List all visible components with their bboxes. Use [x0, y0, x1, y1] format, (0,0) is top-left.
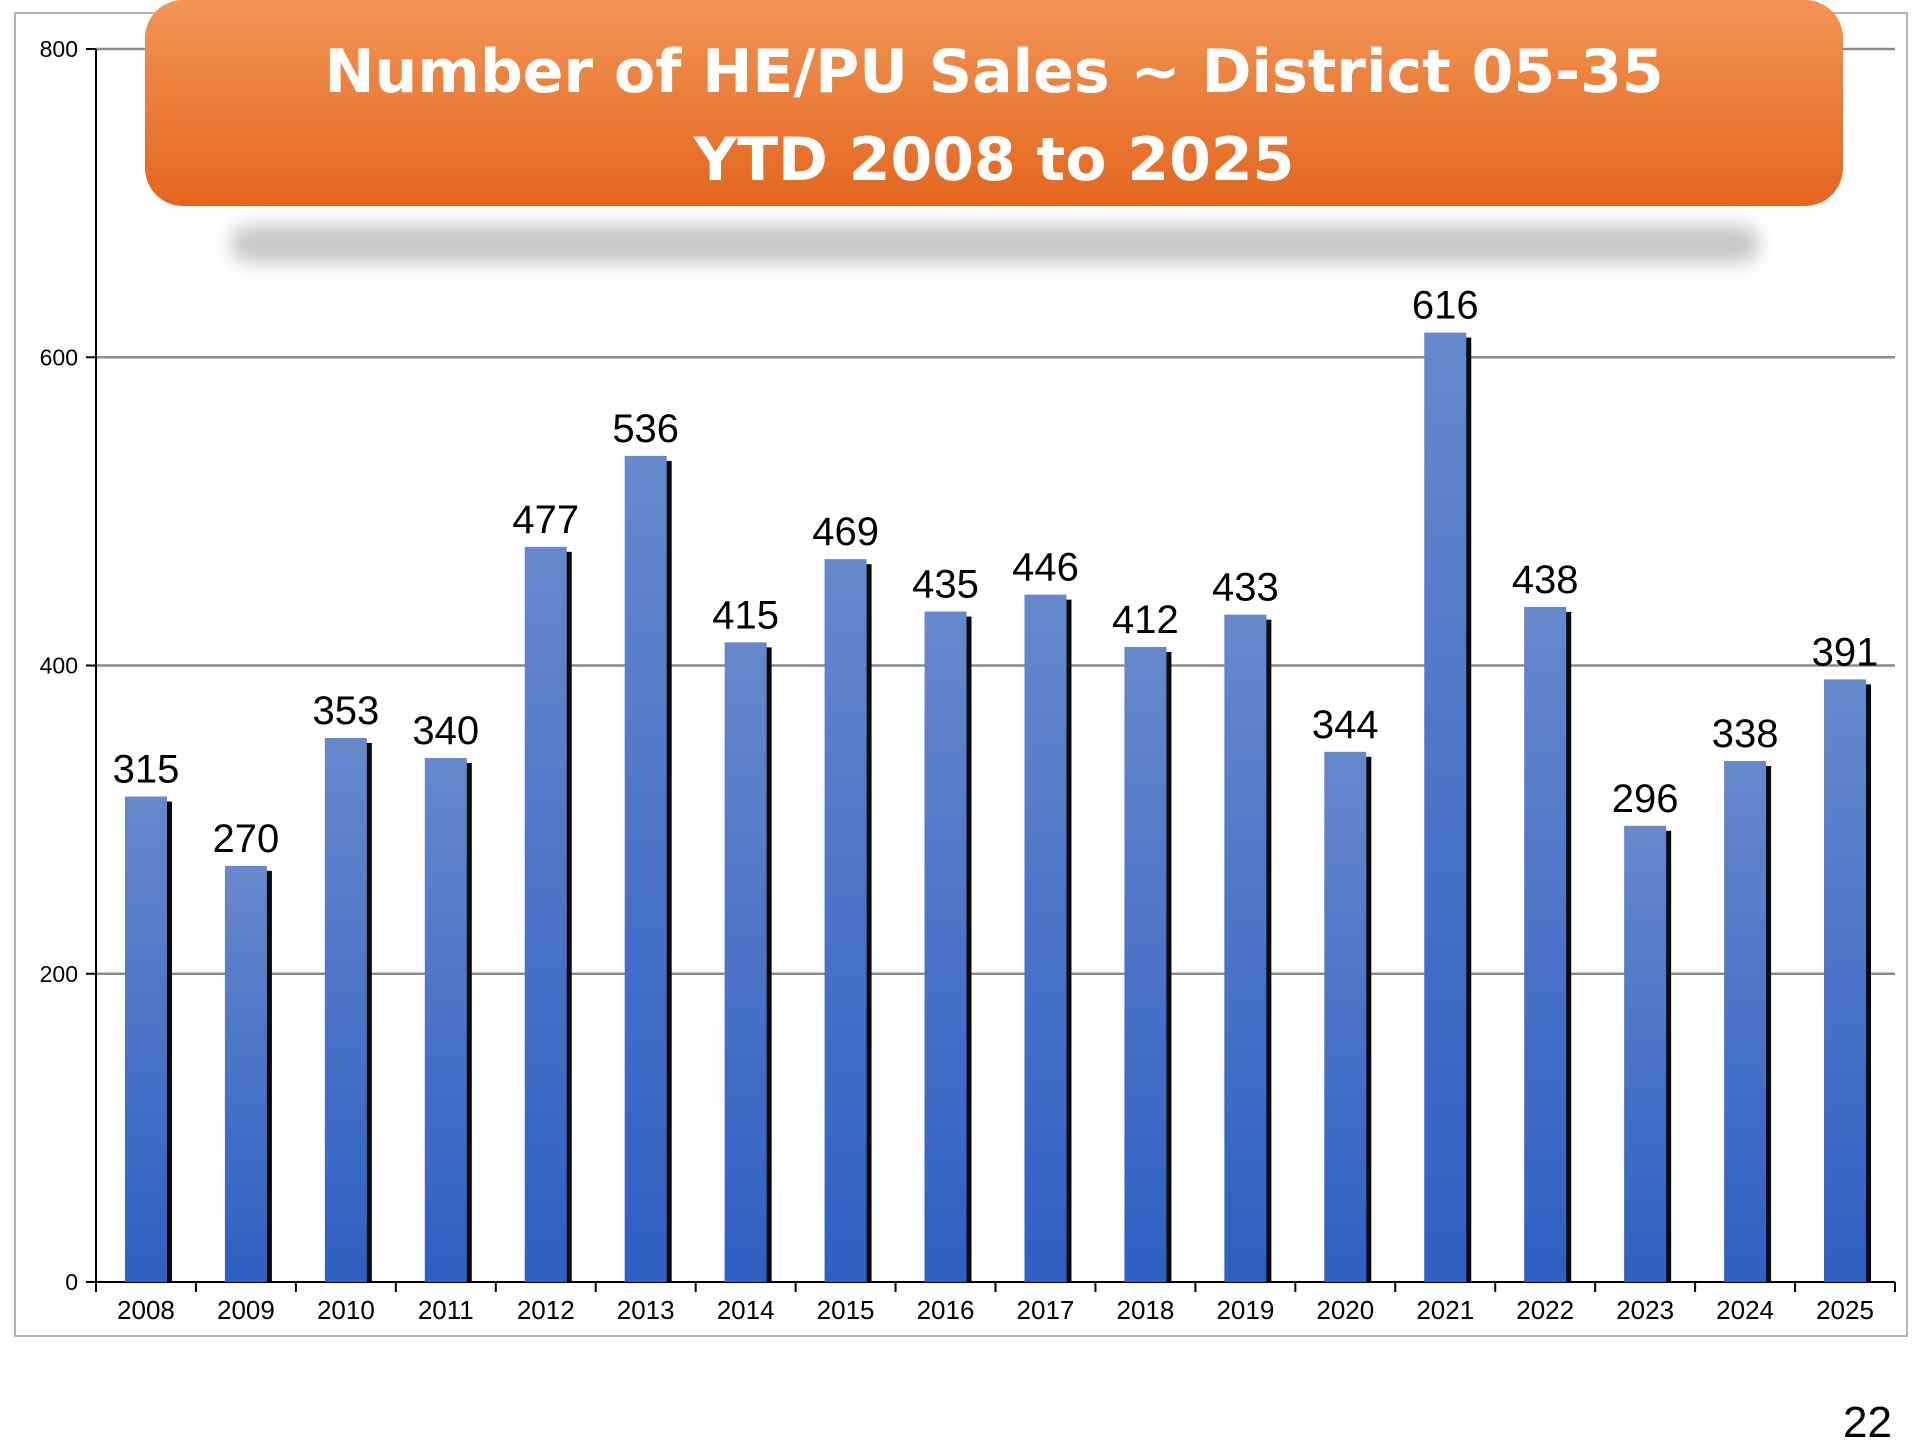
value-label-2018: 412: [1112, 598, 1179, 642]
bar-2009: [224, 865, 267, 1282]
bar-2017: [1024, 594, 1067, 1282]
x-tick-label-2018: 2018: [1116, 1295, 1174, 1325]
x-tick-label-2025: 2025: [1816, 1295, 1874, 1325]
bar-2020: [1324, 751, 1367, 1282]
y-tick-label-400: 400: [40, 653, 78, 679]
value-label-2023: 296: [1612, 777, 1679, 821]
bar-2014: [724, 642, 767, 1282]
bar-2012: [524, 546, 567, 1282]
y-tick-label-600: 600: [40, 344, 78, 370]
x-tick-label-2022: 2022: [1516, 1295, 1574, 1325]
page-number: 22: [1843, 1398, 1892, 1447]
bar-2023: [1624, 825, 1667, 1282]
x-tick-label-2013: 2013: [617, 1295, 675, 1325]
bar-2011: [424, 757, 467, 1282]
x-tick-label-2009: 2009: [217, 1295, 275, 1325]
axes: 0 200 400 600 800 2008 2009 2010 2011 2012 2013 201…: [40, 36, 1896, 1325]
value-label-2010: 353: [312, 689, 379, 733]
value-label-2011: 340: [412, 709, 479, 753]
value-labels: 315 270 353 340 477 536 415 469 435 446 412 433 344 6…: [113, 284, 1879, 861]
value-label-2017: 446: [1012, 546, 1079, 590]
x-tick-label-2019: 2019: [1216, 1295, 1274, 1325]
value-label-2020: 344: [1312, 703, 1379, 747]
bar-2024: [1724, 761, 1767, 1282]
value-label-2024: 338: [1712, 712, 1779, 756]
value-label-2022: 438: [1512, 558, 1579, 602]
value-label-2021: 616: [1412, 284, 1479, 328]
chart-title-line-2: YTD 2008 to 2025: [693, 125, 1295, 195]
x-tick-label-2014: 2014: [717, 1295, 775, 1325]
x-tick-label-2012: 2012: [517, 1295, 575, 1325]
value-label-2019: 433: [1212, 566, 1279, 610]
bar-2016: [924, 611, 967, 1282]
value-label-2008: 315: [113, 748, 180, 792]
bar-2018: [1124, 647, 1167, 1282]
title-banner: Number of HE/PU Sales ~ District 05-35 Y…: [145, 0, 1843, 263]
x-tick-label-2010: 2010: [317, 1295, 375, 1325]
x-tick-label-2011: 2011: [418, 1295, 474, 1325]
chart-title-line-1: Number of HE/PU Sales ~ District 05-35: [324, 37, 1663, 107]
x-tick-label-2020: 2020: [1316, 1295, 1374, 1325]
bar-2013: [624, 455, 667, 1282]
y-tick-label-200: 200: [40, 961, 78, 987]
x-tick-label-2015: 2015: [817, 1295, 875, 1325]
value-label-2009: 270: [213, 817, 280, 861]
bar-2010: [324, 737, 367, 1282]
x-tick-label-2017: 2017: [1017, 1295, 1075, 1325]
bars: [124, 332, 1872, 1283]
value-label-2013: 536: [612, 407, 679, 451]
title-banner-background: [145, 0, 1843, 206]
bar-2019: [1224, 614, 1267, 1282]
value-label-2014: 415: [712, 593, 779, 637]
x-tick-label-2008: 2008: [117, 1295, 175, 1325]
bar-2015: [824, 559, 867, 1282]
x-tick-label-2021: 2021: [1416, 1295, 1474, 1325]
x-tick-label-2016: 2016: [917, 1295, 975, 1325]
y-tick-label-0: 0: [65, 1269, 78, 1295]
value-label-2025: 391: [1812, 630, 1879, 674]
y-tick-label-800: 800: [40, 36, 78, 62]
title-banner-shadow: [230, 225, 1760, 263]
value-label-2015: 469: [812, 510, 879, 554]
x-tick-label-2023: 2023: [1616, 1295, 1674, 1325]
bar-2025: [1824, 679, 1867, 1282]
value-label-2016: 435: [912, 563, 979, 607]
bar-2008: [124, 796, 167, 1282]
bar-2022: [1524, 606, 1567, 1282]
value-label-2012: 477: [512, 498, 579, 542]
x-tick-label-2024: 2024: [1716, 1295, 1774, 1325]
bar-2021: [1424, 332, 1467, 1283]
